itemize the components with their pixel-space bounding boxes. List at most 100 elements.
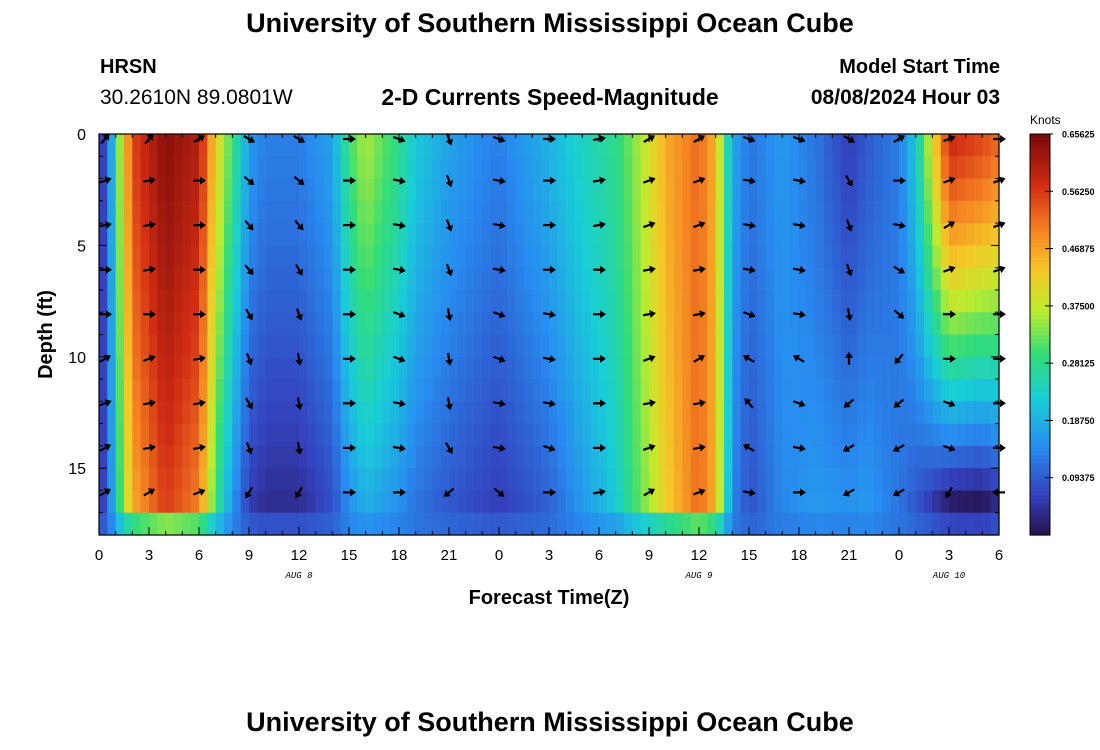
heatmap-cell (740, 468, 750, 492)
heatmap-cell (265, 379, 275, 402)
heatmap-cell (699, 245, 708, 269)
heatmap-cell (549, 379, 558, 402)
heatmap-cell (99, 468, 108, 492)
heatmap-cell (924, 334, 933, 358)
heatmap-cell (499, 178, 508, 202)
heatmap-cell (290, 423, 300, 447)
heatmap-cell (824, 289, 833, 313)
heatmap-cell (715, 334, 725, 358)
heatmap-cell (899, 178, 908, 202)
colorbar-segment (1030, 234, 1050, 239)
heatmap-cell (107, 223, 117, 246)
heatmap-cell (757, 178, 767, 202)
heatmap-cell (524, 134, 533, 157)
heatmap-cell (265, 223, 275, 246)
heatmap-cell (624, 245, 633, 269)
heatmap-cell (924, 356, 933, 380)
heatmap-cell (990, 200, 1000, 224)
heatmap-cell (265, 267, 275, 291)
heatmap-cell (749, 312, 758, 336)
heatmap-cell (449, 312, 458, 336)
heatmap-cell (515, 445, 525, 469)
heatmap-cell (590, 134, 600, 157)
heatmap-cell (815, 156, 825, 180)
heatmap-cell (657, 512, 667, 536)
heatmap-cell (449, 245, 458, 269)
current-arrow (942, 176, 956, 185)
heatmap-cell (549, 512, 558, 536)
current-arrow (445, 263, 454, 277)
heatmap-cell (349, 445, 358, 469)
colorbar-segment (1030, 158, 1050, 163)
heatmap-cell (399, 356, 408, 380)
heatmap-cell (499, 468, 508, 492)
colorbar-segment (1030, 474, 1050, 480)
heatmap-cell (990, 312, 1000, 336)
heatmap-cell (674, 490, 683, 514)
heatmap-cell (799, 134, 808, 157)
heatmap-cell (815, 134, 825, 157)
heatmap-cell (232, 289, 242, 313)
heatmap-cell (549, 245, 558, 269)
heatmap-cell (224, 490, 233, 514)
heatmap-cell (315, 356, 325, 380)
heatmap-cell (532, 200, 542, 224)
heatmap-cell (240, 245, 250, 269)
heatmap-cell (507, 267, 517, 291)
current-arrow (593, 399, 606, 408)
heatmap-cell (365, 423, 375, 447)
heatmap-cell (974, 445, 983, 469)
heatmap-cell (232, 490, 242, 514)
heatmap-cell (315, 178, 325, 202)
heatmap-cell (849, 289, 858, 313)
heatmap-cell (399, 178, 408, 202)
heatmap-cell (174, 379, 183, 402)
heatmap-cell (274, 134, 283, 157)
heatmap-cell (740, 267, 750, 291)
heatmap-cell (882, 490, 892, 514)
current-arrow (842, 488, 855, 497)
heatmap-cell (165, 334, 175, 358)
current-arrow (993, 443, 1006, 452)
heatmap-cell (715, 156, 725, 180)
heatmap-cell (124, 156, 133, 180)
heatmap-cell (107, 445, 117, 469)
heatmap-cell (390, 401, 400, 425)
colorbar-segment (1030, 386, 1050, 392)
heatmap-cell (349, 267, 358, 291)
heatmap-cell (907, 223, 917, 246)
heatmap-cell (690, 312, 700, 336)
heatmap-cell (540, 156, 550, 180)
heatmap-cell (824, 200, 833, 224)
current-arrow (245, 352, 254, 366)
heatmap-cell (257, 490, 267, 514)
heatmap-cell (349, 245, 358, 269)
heatmap-cell (165, 245, 175, 269)
heatmap-cell (990, 245, 1000, 269)
heatmap-cell (849, 490, 858, 514)
heatmap-cell (424, 423, 433, 447)
heatmap-cell (874, 445, 883, 469)
current-arrow (142, 265, 156, 274)
heatmap-cell (440, 134, 450, 157)
heatmap-cell (932, 423, 942, 447)
heatmap-cell (265, 312, 275, 336)
current-arrow (892, 488, 905, 497)
heatmap-cell (440, 200, 450, 224)
colorbar-segment (1030, 178, 1050, 183)
colorbar-segment (1030, 506, 1050, 512)
heatmap-cell (749, 490, 758, 514)
heatmap-cell (532, 289, 542, 313)
heatmap-cell (182, 134, 192, 157)
heatmap-cell (690, 289, 700, 313)
heatmap-cell (224, 334, 233, 358)
heatmap-cell (332, 267, 342, 291)
heatmap-cell (374, 379, 383, 402)
current-arrow (243, 175, 255, 186)
heatmap-cell (440, 490, 450, 514)
heatmap-cell (340, 401, 350, 425)
heatmap-cell (590, 512, 600, 536)
heatmap-cell (915, 423, 925, 447)
heatmap-cell (132, 134, 142, 157)
heatmap-cell (574, 445, 583, 469)
